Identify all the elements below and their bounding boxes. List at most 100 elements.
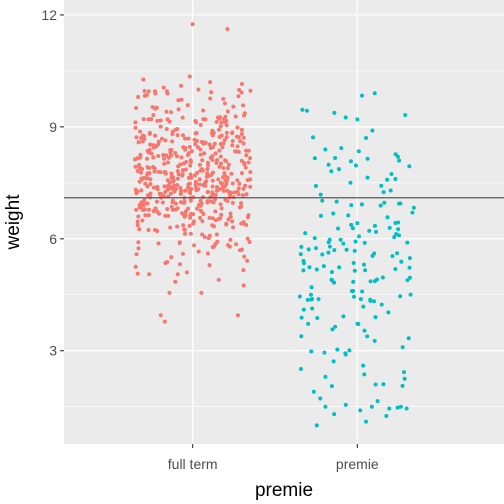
data-point (183, 148, 187, 152)
data-point (161, 153, 165, 157)
data-point (178, 186, 182, 190)
data-point (238, 248, 242, 252)
data-point (138, 129, 142, 133)
data-point (194, 180, 198, 184)
data-point (199, 153, 203, 157)
data-point (136, 223, 140, 227)
data-point (206, 190, 210, 194)
data-point (193, 119, 197, 123)
data-point (179, 84, 183, 88)
data-point (147, 166, 151, 170)
x-tick-label: full term (168, 456, 218, 472)
data-point (357, 149, 361, 153)
data-point (364, 136, 368, 140)
data-point (242, 141, 246, 145)
data-point (153, 166, 157, 170)
data-point (323, 375, 327, 379)
data-point (241, 103, 245, 107)
data-point (344, 116, 348, 120)
data-point (151, 143, 155, 147)
data-point (157, 140, 161, 144)
data-point (344, 352, 348, 356)
data-point (387, 407, 391, 411)
data-point (240, 128, 244, 132)
data-point (320, 199, 324, 203)
data-point (303, 231, 307, 235)
data-point (135, 252, 139, 256)
data-point (354, 163, 358, 167)
data-point (364, 420, 368, 424)
data-point (222, 189, 226, 193)
data-point (161, 200, 165, 204)
data-point (332, 248, 336, 252)
data-point (213, 209, 217, 213)
data-point (335, 200, 339, 204)
data-point (388, 226, 392, 230)
y-tick-label: 6 (49, 231, 57, 247)
data-point (182, 201, 186, 205)
data-point (198, 163, 202, 167)
data-point (313, 236, 317, 240)
data-point (337, 265, 341, 269)
data-point (176, 272, 180, 276)
data-point (198, 177, 202, 181)
data-point (169, 255, 173, 259)
data-point (355, 117, 359, 121)
data-point (141, 139, 145, 143)
data-point (223, 185, 227, 189)
data-point (148, 182, 152, 186)
data-point (176, 169, 180, 173)
data-point (234, 115, 238, 119)
data-point (201, 117, 205, 121)
data-point (198, 216, 202, 220)
plot-panel (64, 0, 504, 444)
data-point (155, 119, 159, 123)
data-point (204, 179, 208, 183)
data-point (197, 250, 201, 254)
data-point (412, 206, 416, 210)
data-point (180, 211, 184, 215)
data-point (226, 166, 230, 170)
data-point (192, 219, 196, 223)
data-point (153, 134, 157, 138)
data-point (226, 110, 230, 114)
data-point (163, 320, 167, 324)
data-point (242, 161, 246, 165)
data-point (242, 255, 246, 259)
data-point (188, 224, 192, 228)
data-point (179, 192, 183, 196)
data-point (229, 172, 233, 176)
y-tick-label: 3 (49, 343, 57, 359)
data-point (189, 176, 193, 180)
data-point (163, 170, 167, 174)
y-tick-label: 12 (41, 7, 57, 23)
data-point (360, 94, 364, 98)
data-point (166, 178, 170, 182)
data-point (397, 159, 401, 163)
data-point (205, 167, 209, 171)
data-point (135, 156, 139, 160)
data-point (183, 137, 187, 141)
data-point (237, 192, 241, 196)
x-tick-label: premie (336, 456, 379, 472)
data-point (210, 223, 214, 227)
data-point (206, 163, 210, 167)
data-point (353, 269, 357, 273)
data-point (373, 339, 377, 343)
data-point (178, 241, 182, 245)
data-point (211, 170, 215, 174)
data-point (309, 349, 313, 353)
data-point (332, 359, 336, 363)
data-point (138, 153, 142, 157)
data-point (184, 160, 188, 164)
data-point (167, 187, 171, 191)
data-point (215, 185, 219, 189)
data-point (245, 192, 249, 196)
data-point (163, 261, 167, 265)
data-point (200, 158, 204, 162)
data-point (339, 238, 343, 242)
data-point (240, 132, 244, 136)
data-point (396, 155, 400, 159)
data-point (248, 156, 252, 160)
data-point (311, 135, 315, 139)
